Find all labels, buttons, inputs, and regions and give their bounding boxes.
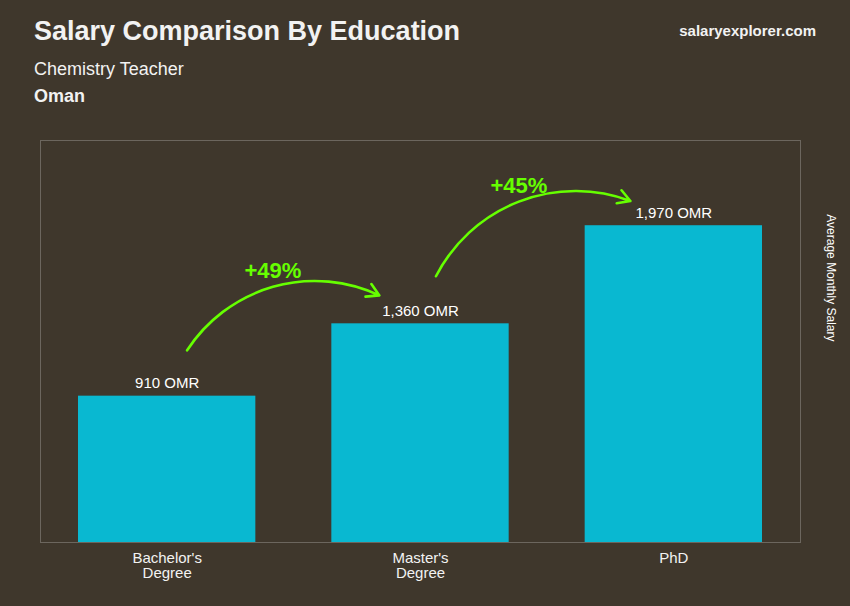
svg-text:PhD: PhD [659,549,688,566]
svg-text:Average Monthly Salary: Average Monthly Salary [824,214,838,341]
svg-text:1,360 OMR: 1,360 OMR [382,302,459,319]
svg-text:+45%: +45% [490,173,547,198]
html-text:Chemistry Teacher: Chemistry Teacher [34,59,184,79]
html-text:Salary Comparison By Education: Salary Comparison By Education [34,16,461,46]
svg-text:+49%: +49% [244,258,301,283]
html-text:Oman: Oman [34,86,85,106]
html-text:salaryexplorer.com: salaryexplorer.com [679,22,816,39]
svg-text:Bachelor'sDegree: Bachelor'sDegree [132,549,202,581]
svg-text:910 OMR: 910 OMR [135,374,199,391]
svg-text:Master'sDegree: Master'sDegree [392,549,448,581]
svg-text:1,970 OMR: 1,970 OMR [635,204,712,221]
